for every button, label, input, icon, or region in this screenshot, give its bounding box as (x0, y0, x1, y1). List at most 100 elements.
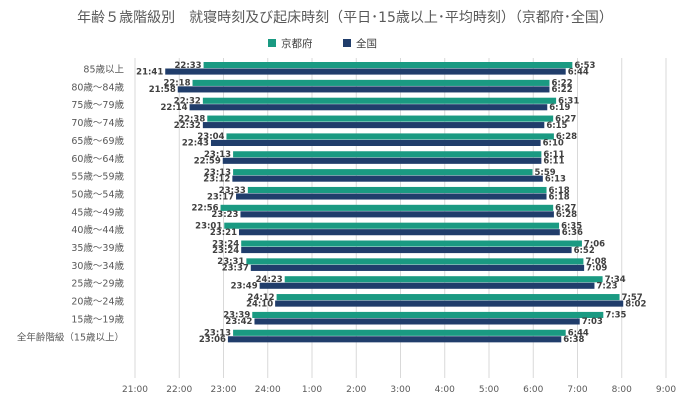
bedtime-label: 22:32 (174, 97, 201, 107)
bedtime-label: 23:49 (231, 282, 258, 292)
category-label: 全年齢階級（15歳以上） (17, 331, 124, 343)
wakeup-label: 6:18 (549, 186, 570, 196)
bedtime-label: 22:59 (194, 157, 221, 167)
bedtime-label: 23:17 (207, 192, 234, 202)
bedtime-label: 23:13 (204, 168, 231, 178)
bedtime-label: 23:37 (222, 264, 249, 274)
bar (202, 122, 545, 129)
bar (254, 318, 580, 325)
wakeup-label: 6:44 (568, 329, 589, 339)
category-label: 40歳～44歳 (71, 224, 124, 236)
legend-swatch (268, 39, 276, 47)
chart-title: 年齢５歳階級別 就寝時刻及び起床時刻（平日･15歳以上･平均時刻）（京都府･全国… (77, 9, 613, 26)
wakeup-label: 7:57 (622, 293, 643, 303)
category-label: 65歳～69歳 (71, 135, 124, 147)
bar (284, 276, 603, 283)
wakeup-label: 6:36 (562, 228, 583, 238)
category-label: 25歳～29歳 (71, 278, 124, 290)
bedtime-label: 23:33 (219, 186, 246, 196)
bedtime-label: 22:56 (191, 204, 218, 214)
bar (220, 204, 554, 211)
bedtime-label: 23:01 (195, 221, 222, 231)
category-label: 80歳～84歳 (71, 81, 124, 93)
wakeup-label: 6:11 (543, 157, 564, 167)
bedtime-label: 24:23 (256, 275, 283, 285)
bar (233, 329, 566, 336)
bedtime-label: 24:12 (248, 293, 275, 303)
category-label: 70歳～74歳 (71, 117, 124, 129)
bar (233, 151, 542, 158)
bar (241, 247, 572, 254)
x-tick-label: 6:00 (523, 385, 543, 395)
wakeup-label: 6:27 (555, 114, 576, 124)
x-tick-label: 22:00 (166, 385, 192, 395)
wakeup-label: 7:09 (586, 264, 607, 274)
wakeup-label: 7:03 (582, 317, 603, 327)
bedtime-label: 23:13 (204, 150, 231, 160)
bedtime-label: 22:32 (174, 121, 201, 131)
bar (241, 240, 582, 247)
bedtime-label: 24:10 (246, 299, 273, 309)
bar (233, 169, 533, 176)
wakeup-label: 6:35 (561, 221, 582, 231)
x-tick-label: 23:00 (211, 385, 237, 395)
bedtime-label: 22:38 (178, 114, 205, 124)
wakeup-label: 5:59 (535, 168, 556, 178)
bedtime-label: 22:18 (163, 79, 190, 89)
bedtime-label: 23:04 (197, 132, 224, 142)
bar (276, 294, 620, 301)
bedtime-label: 23:23 (211, 210, 238, 220)
wakeup-label: 6:38 (563, 335, 584, 345)
bedtime-label: 23:13 (204, 329, 231, 339)
bar (250, 264, 585, 271)
bedtime-label: 23:24 (212, 246, 239, 256)
legend-swatch (343, 39, 351, 47)
bedtime-label: 23:39 (223, 311, 250, 321)
bar (203, 62, 573, 69)
bar (247, 186, 547, 194)
bedtime-label: 23:24 (212, 239, 239, 249)
category-label: 30歳～34歳 (71, 260, 124, 272)
bedtime-label: 23:21 (210, 228, 237, 238)
wakeup-label: 7:23 (596, 282, 617, 292)
wakeup-label: 6:28 (556, 210, 577, 220)
wakeup-label: 6:11 (543, 150, 564, 160)
wakeup-label: 8:02 (625, 299, 646, 309)
wakeup-label: 6:28 (556, 132, 577, 142)
wakeup-label: 7:34 (605, 275, 626, 285)
wakeup-label: 6:19 (549, 103, 570, 113)
wakeup-label: 6:22 (551, 79, 572, 89)
wakeup-label: 7:06 (584, 239, 605, 249)
bar (192, 79, 550, 86)
wakeup-label: 6:27 (555, 204, 576, 214)
category-label: 35歳～39歳 (71, 242, 124, 254)
x-axis-tick-labels: 21:00 22:00 23:00 24:00 1:00 2:00 3:00 4:00 5:00… (122, 385, 676, 395)
wakeup-label: 6:15 (546, 121, 567, 131)
legend-label: 全国 (356, 37, 377, 50)
bedtime-label: 22:33 (175, 61, 202, 71)
bars (165, 62, 624, 343)
bedtime-label: 23:31 (217, 257, 244, 267)
x-tick-label: 24:00 (255, 385, 281, 395)
bar (240, 211, 554, 218)
wakeup-label: 6:53 (574, 61, 595, 71)
category-label: 60歳～64歳 (71, 153, 124, 165)
x-tick-label: 2:00 (346, 385, 366, 395)
x-tick-label: 21:00 (122, 385, 148, 395)
category-label: 55歳～59歳 (71, 171, 124, 183)
category-label: 45歳～49歳 (71, 206, 124, 218)
wakeup-label: 6:31 (558, 97, 579, 107)
category-label: 50歳～54歳 (71, 188, 124, 200)
wakeup-label: 7:35 (605, 311, 626, 321)
bar (259, 282, 595, 289)
category-label: 85歳以上 (83, 64, 124, 76)
bedtime-label: 21:58 (149, 85, 176, 95)
x-tick-label: 1:00 (302, 385, 322, 395)
wakeup-label: 6:44 (568, 67, 589, 77)
bar (202, 97, 557, 104)
bar (210, 139, 541, 146)
bar (222, 157, 542, 164)
x-tick-label: 4:00 (435, 385, 455, 395)
